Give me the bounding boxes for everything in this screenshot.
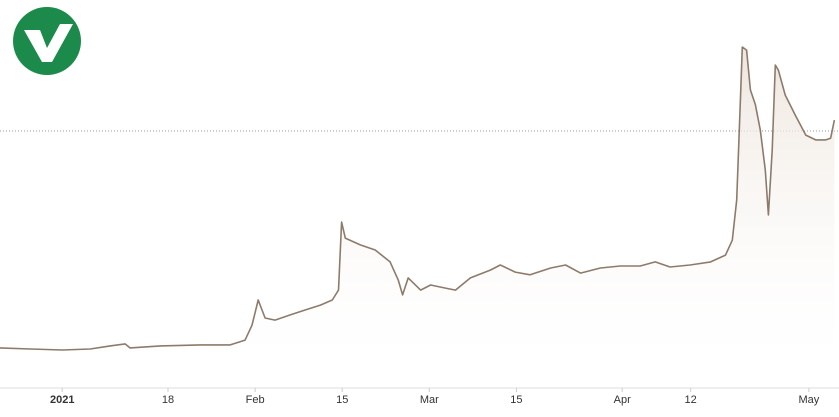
- x-tick-label: 18: [162, 394, 174, 406]
- x-tick-label: 2021: [50, 394, 74, 406]
- area: [0, 47, 835, 388]
- x-tick-label: May: [798, 394, 819, 406]
- x-tick-label: Feb: [246, 394, 265, 406]
- x-tick-label: Mar: [420, 394, 439, 406]
- x-tick-label: 12: [685, 394, 697, 406]
- x-tick-label: 15: [336, 394, 348, 406]
- x-tick-label: 15: [510, 394, 522, 406]
- price-line: [0, 46, 836, 351]
- logo: [13, 7, 81, 75]
- x-tick-label: Apr: [614, 394, 631, 406]
